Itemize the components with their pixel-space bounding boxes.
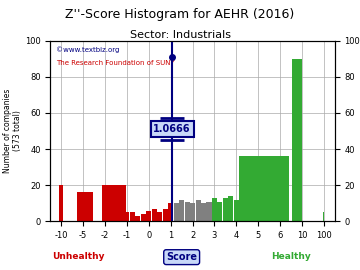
Bar <box>234 200 239 221</box>
Bar <box>250 201 255 221</box>
Bar <box>239 156 289 221</box>
Bar <box>174 203 179 221</box>
Bar <box>201 203 206 221</box>
Text: Z''-Score Histogram for AEHR (2016): Z''-Score Histogram for AEHR (2016) <box>66 8 294 21</box>
Bar <box>245 200 250 221</box>
Bar <box>239 201 244 221</box>
Bar <box>59 185 63 221</box>
Bar <box>152 209 157 221</box>
Bar <box>228 196 233 221</box>
Bar <box>130 212 135 221</box>
Bar <box>292 59 302 221</box>
Bar <box>323 212 324 221</box>
Bar <box>207 201 212 221</box>
Bar <box>223 198 228 221</box>
Bar <box>261 203 266 221</box>
Text: Unhealthy: Unhealthy <box>53 252 105 261</box>
Bar <box>135 216 140 221</box>
Bar <box>185 201 190 221</box>
Bar <box>179 200 184 221</box>
Bar <box>106 185 126 221</box>
Bar <box>168 203 173 221</box>
Bar <box>256 201 261 221</box>
Bar <box>125 212 130 221</box>
Bar <box>77 193 94 221</box>
Bar <box>141 214 146 221</box>
Bar <box>146 211 151 221</box>
Text: Score: Score <box>166 252 197 262</box>
Text: Sector: Industrials: Sector: Industrials <box>130 30 230 40</box>
Bar <box>272 203 277 221</box>
Text: Healthy: Healthy <box>271 252 311 261</box>
Bar <box>102 185 116 221</box>
Y-axis label: Number of companies
(573 total): Number of companies (573 total) <box>3 89 22 173</box>
Bar <box>217 201 222 221</box>
Bar <box>267 205 272 221</box>
Bar <box>195 200 201 221</box>
Text: 1.0666: 1.0666 <box>153 124 191 134</box>
Bar <box>212 198 217 221</box>
Bar <box>163 209 168 221</box>
Text: The Research Foundation of SUNY: The Research Foundation of SUNY <box>56 60 175 66</box>
Text: ©www.textbiz.org: ©www.textbiz.org <box>56 46 120 53</box>
Bar <box>190 203 195 221</box>
Bar <box>157 212 162 221</box>
